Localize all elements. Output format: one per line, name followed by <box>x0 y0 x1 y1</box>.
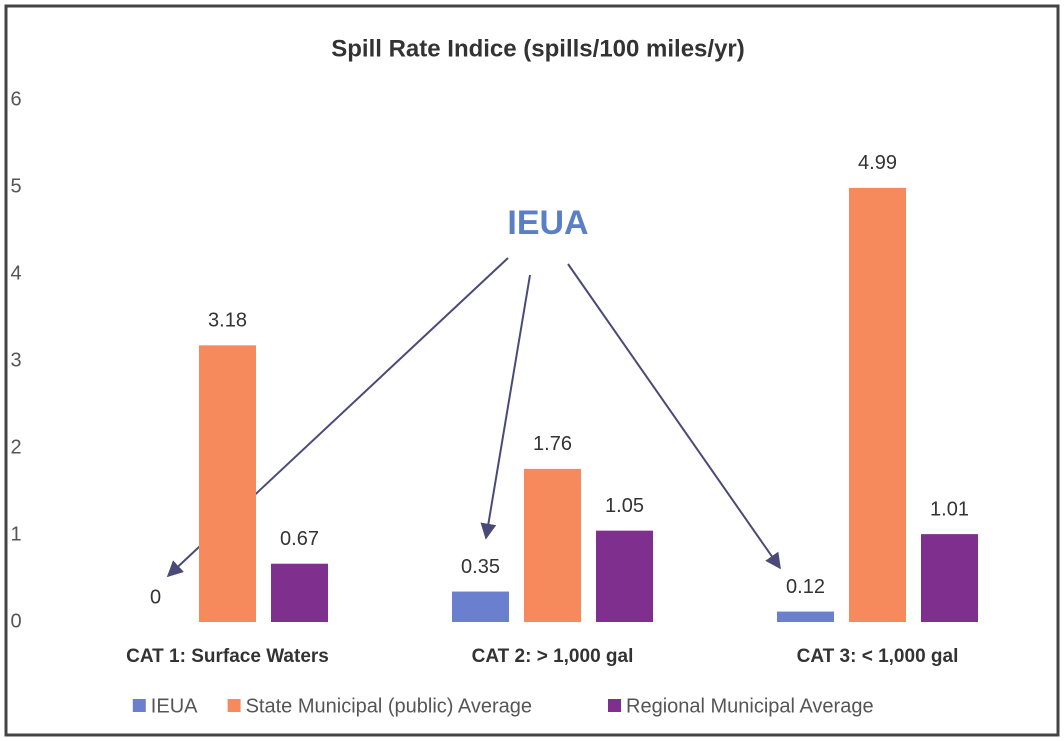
bar <box>524 468 581 622</box>
legend-label: Regional Municipal Average <box>626 695 874 717</box>
arrow <box>480 274 531 540</box>
y-tick-label: 6 <box>10 88 21 110</box>
bar <box>777 611 834 622</box>
bar <box>452 591 509 622</box>
data-label: 3.18 <box>208 310 247 332</box>
bar <box>921 534 978 622</box>
chart-title: Spill Rate Indice (spills/100 miles/yr) <box>331 35 745 62</box>
legend-label: State Municipal (public) Average <box>246 695 532 717</box>
data-label: 1.76 <box>533 433 572 455</box>
arrow <box>567 263 781 570</box>
x-tick-label: CAT 1: Surface Waters <box>126 646 329 667</box>
bar <box>199 345 256 622</box>
y-tick-label: 5 <box>10 175 21 197</box>
data-label: 4.99 <box>858 152 897 174</box>
data-label: 0 <box>150 586 161 608</box>
y-tick-label: 0 <box>10 610 21 632</box>
legend-swatch <box>132 699 146 712</box>
data-label: 1.05 <box>605 495 644 517</box>
bar <box>596 530 653 622</box>
annotation: IEUA <box>507 204 588 242</box>
legend-swatch <box>227 699 241 712</box>
x-tick-label: CAT 3: < 1,000 gal <box>797 646 959 667</box>
bar <box>271 563 328 622</box>
data-label: 0.12 <box>786 576 825 598</box>
x-tick-label: CAT 2: > 1,000 gal <box>472 646 634 667</box>
data-label: 0.35 <box>461 556 500 578</box>
data-label: 0.67 <box>280 528 319 550</box>
bar <box>849 187 906 622</box>
y-tick-label: 4 <box>10 262 21 284</box>
legend-label: IEUA <box>151 695 198 717</box>
data-label: 1.01 <box>930 498 969 520</box>
legend-swatch <box>608 699 621 712</box>
y-tick-label: 3 <box>10 349 21 371</box>
y-tick-label: 1 <box>10 523 21 545</box>
y-tick-label: 2 <box>10 436 21 458</box>
